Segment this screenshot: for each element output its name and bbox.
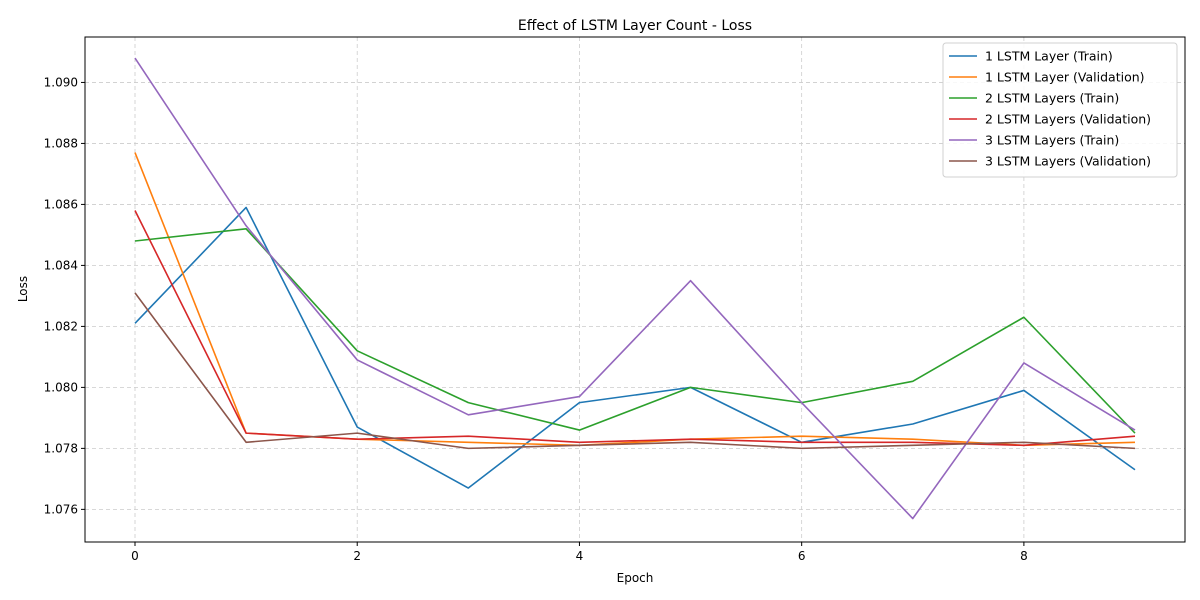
x-tick-label: 0	[131, 549, 139, 563]
y-tick-label: 1.078	[44, 441, 78, 455]
y-tick-label: 1.090	[44, 75, 78, 89]
x-tick-label: 8	[1020, 549, 1028, 563]
legend-label-3: 2 LSTM Layers (Train)	[985, 91, 1119, 106]
plot-frame	[84, 36, 1186, 543]
series-line-3	[134, 228, 1136, 434]
y-tick-label: 1.084	[44, 258, 78, 272]
legend: 1 LSTM Layer (Train) 1 LSTM Layer (Valida…	[942, 42, 1178, 178]
legend-box	[942, 42, 1178, 178]
legend-label-2: 1 LSTM Layer (Validation)	[985, 70, 1145, 85]
series-line-6	[134, 292, 1136, 450]
y-tick-label: 1.076	[44, 502, 78, 516]
axes: 0 2 4 6 8 1.076 1.078 1.080 1.082 1.084 1.086 1.088…	[44, 36, 1186, 563]
grid-lines	[85, 37, 1185, 542]
series-line-1	[134, 206, 1136, 489]
x-axis-title: Epoch	[617, 571, 654, 585]
legend-label-4: 2 LSTM Layers (Validation)	[985, 112, 1151, 127]
y-tick-label: 1.086	[44, 197, 78, 211]
y-tick-label: 1.082	[44, 319, 78, 333]
series-line-5	[134, 57, 1136, 520]
x-tick-label: 2	[353, 549, 361, 563]
legend-label-6: 3 LSTM Layers (Validation)	[985, 154, 1151, 169]
y-axis-title: Loss	[16, 276, 30, 302]
legend-label-1: 1 LSTM Layer (Train)	[985, 49, 1113, 64]
y-tick-label: 1.080	[44, 380, 78, 394]
series-lines	[134, 57, 1136, 520]
chart-title: Effect of LSTM Layer Count - Loss	[518, 18, 752, 34]
x-tick-label: 6	[798, 549, 806, 563]
x-tick-label: 4	[576, 549, 584, 563]
y-tick-label: 1.088	[44, 136, 78, 150]
legend-label-5: 3 LSTM Layers (Train)	[985, 133, 1119, 148]
